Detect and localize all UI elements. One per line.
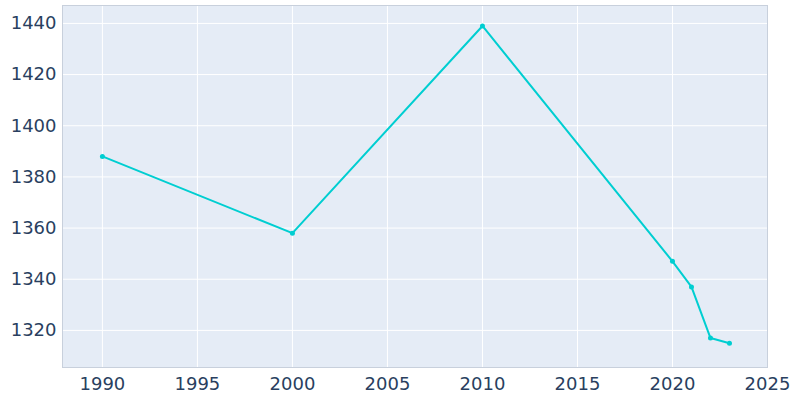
svg-text:2000: 2000 <box>270 373 316 394</box>
svg-text:1340: 1340 <box>11 268 57 289</box>
svg-text:1995: 1995 <box>175 373 221 394</box>
svg-text:1400: 1400 <box>11 115 57 136</box>
svg-text:2015: 2015 <box>555 373 601 394</box>
svg-text:2025: 2025 <box>745 373 791 394</box>
svg-text:1420: 1420 <box>11 63 57 84</box>
svg-text:2020: 2020 <box>650 373 696 394</box>
svg-text:1360: 1360 <box>11 217 57 238</box>
svg-text:2010: 2010 <box>460 373 506 394</box>
svg-text:1440: 1440 <box>11 12 57 33</box>
svg-text:1320: 1320 <box>11 319 57 340</box>
svg-text:2005: 2005 <box>365 373 411 394</box>
svg-text:1380: 1380 <box>11 166 57 187</box>
svg-text:1990: 1990 <box>79 373 125 394</box>
